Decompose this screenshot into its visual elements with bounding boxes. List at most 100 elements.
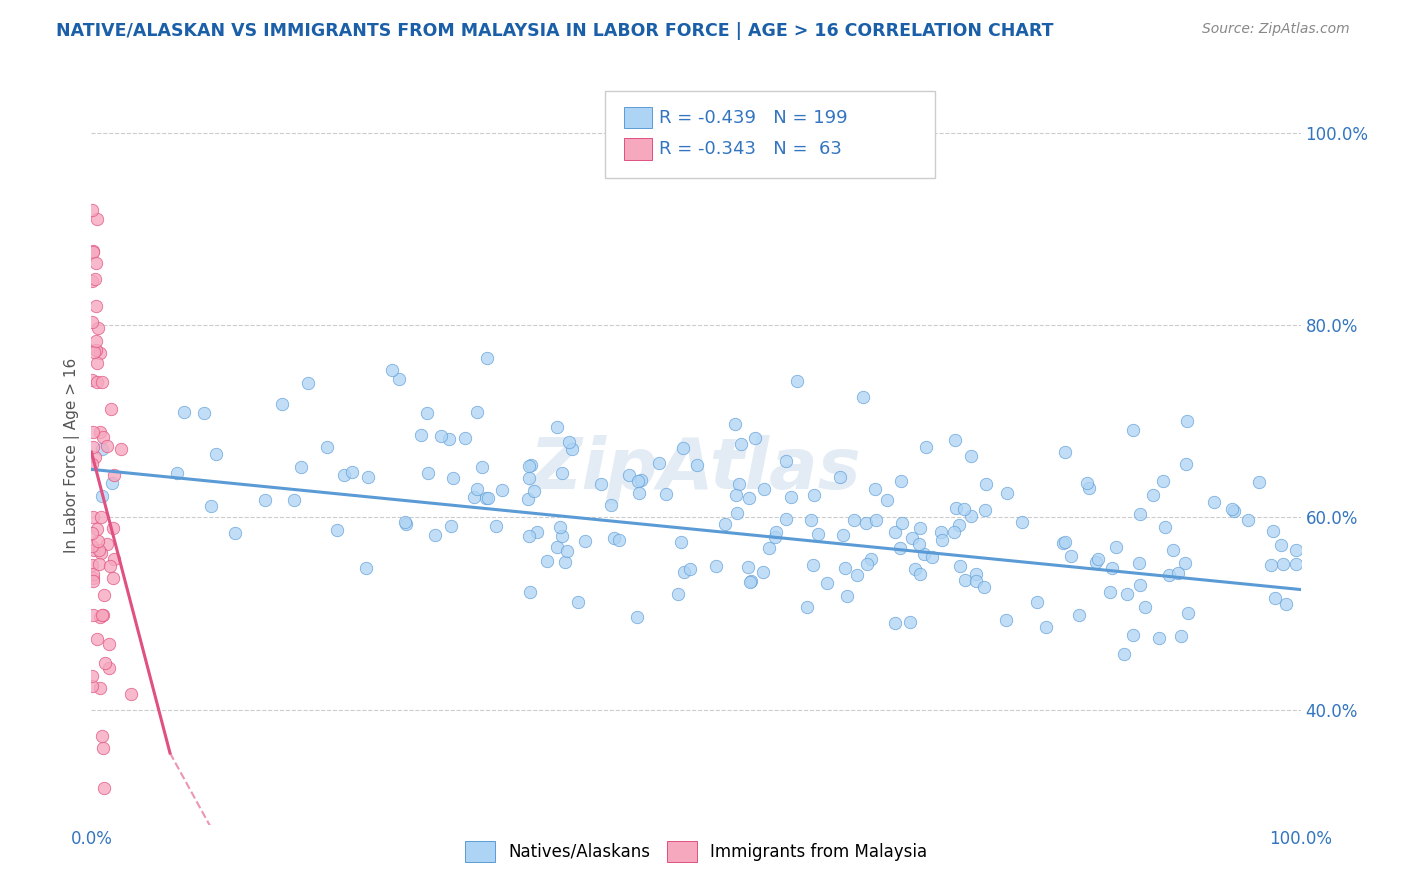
Point xyxy=(1053,444,1076,458)
Point xyxy=(1285,557,1308,571)
Point xyxy=(103,468,125,483)
Point xyxy=(775,454,797,468)
Point xyxy=(91,442,114,456)
Point xyxy=(844,512,866,526)
Point xyxy=(626,610,648,624)
Point xyxy=(727,476,749,491)
Point xyxy=(744,431,766,445)
Point xyxy=(101,476,124,491)
Point xyxy=(965,567,987,582)
Point xyxy=(884,525,907,540)
Point xyxy=(1122,628,1144,642)
Point xyxy=(193,406,215,420)
Point xyxy=(974,502,997,516)
Point xyxy=(666,587,689,601)
Point xyxy=(93,781,115,796)
Point xyxy=(1128,556,1150,570)
Point xyxy=(536,553,558,567)
Point xyxy=(491,483,513,498)
Point xyxy=(973,580,995,594)
Point xyxy=(929,525,952,540)
Point xyxy=(517,492,540,507)
Point xyxy=(546,541,568,555)
Point xyxy=(82,203,104,218)
Point xyxy=(1053,535,1076,549)
Point xyxy=(80,457,103,471)
Point xyxy=(80,373,103,387)
Point xyxy=(855,516,877,530)
Point xyxy=(852,390,875,404)
Point xyxy=(290,460,312,475)
Point xyxy=(83,345,105,359)
Point xyxy=(82,425,104,439)
Point xyxy=(945,501,967,516)
Point xyxy=(1274,597,1296,611)
Point xyxy=(965,574,987,588)
Point xyxy=(832,528,855,542)
Point xyxy=(730,436,752,450)
Point xyxy=(679,562,702,576)
Point xyxy=(876,492,898,507)
Point xyxy=(655,486,678,500)
Point xyxy=(1129,507,1152,521)
Point xyxy=(1260,558,1282,572)
Point xyxy=(83,542,105,557)
Point xyxy=(898,615,921,630)
Point xyxy=(316,440,339,454)
Point xyxy=(463,491,485,505)
Point xyxy=(1104,540,1126,554)
Point xyxy=(551,529,574,543)
Point xyxy=(84,450,107,465)
Point xyxy=(381,363,404,377)
Point xyxy=(725,506,748,520)
Point xyxy=(89,681,111,695)
Point xyxy=(454,431,477,445)
Point xyxy=(1101,561,1123,575)
Point xyxy=(803,558,825,573)
Point xyxy=(555,543,578,558)
Point xyxy=(1174,457,1197,471)
Y-axis label: In Labor Force | Age > 16: In Labor Force | Age > 16 xyxy=(65,358,80,552)
Point xyxy=(891,516,914,531)
Point xyxy=(517,458,540,473)
Point xyxy=(91,608,114,623)
Point xyxy=(96,537,118,551)
Point xyxy=(1247,475,1270,490)
Point xyxy=(82,669,104,683)
Point xyxy=(974,476,997,491)
Point xyxy=(394,516,416,530)
Point xyxy=(1011,515,1033,529)
Point xyxy=(103,551,125,566)
Point xyxy=(411,428,433,442)
Point xyxy=(901,531,924,545)
Point xyxy=(602,531,624,545)
Point xyxy=(737,559,759,574)
Point xyxy=(648,456,671,470)
Point xyxy=(752,483,775,497)
Point xyxy=(550,520,572,534)
Point xyxy=(86,375,108,389)
Point xyxy=(82,679,104,693)
Point xyxy=(1115,587,1137,601)
Point xyxy=(959,508,981,523)
Point xyxy=(101,521,124,535)
Point xyxy=(173,405,195,419)
Point xyxy=(1175,414,1198,428)
Point xyxy=(686,458,709,472)
Point xyxy=(120,687,142,701)
Point xyxy=(388,372,411,386)
Point xyxy=(100,559,122,574)
Point xyxy=(546,420,568,434)
Point xyxy=(786,374,808,388)
Point xyxy=(1154,520,1177,534)
Point xyxy=(297,376,319,390)
Point xyxy=(1133,599,1156,614)
Point xyxy=(1220,502,1243,516)
Point xyxy=(1060,549,1083,563)
Point xyxy=(672,441,695,455)
Point xyxy=(1157,567,1180,582)
Point xyxy=(86,334,108,348)
Point xyxy=(84,343,107,357)
Point xyxy=(200,500,222,514)
Point xyxy=(82,525,104,540)
